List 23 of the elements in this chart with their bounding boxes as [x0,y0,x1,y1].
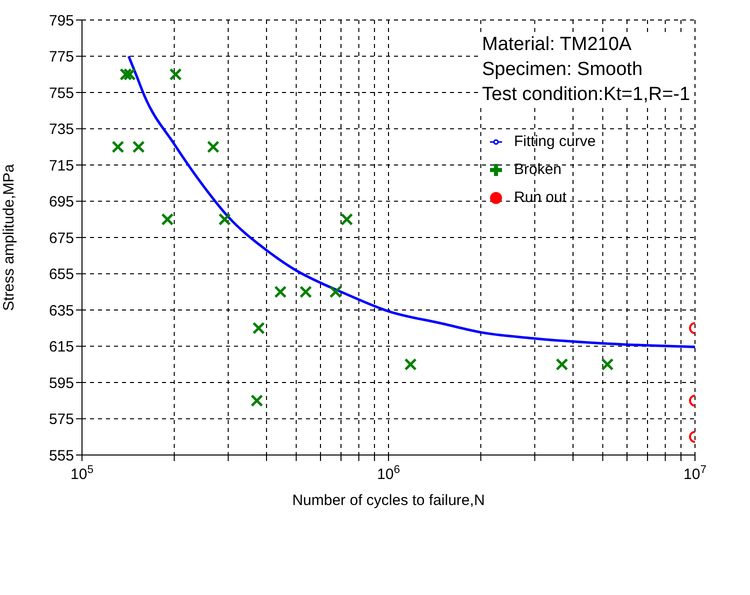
y-tick-label: 675 [48,230,74,247]
y-tick-label: 755 [48,84,74,102]
legend-label: Fitting curve [514,133,596,150]
y-tick-label: 695 [48,194,74,211]
y-tick-label: 655 [48,266,74,284]
y-axis-title: Stress amplitude,MPa [0,163,18,311]
y-tick-label: 555 [48,447,74,464]
x-tick-label: 10$^{6}$ [377,464,400,483]
y-tick-label: 715 [48,157,74,174]
y-tick-label: 575 [48,411,74,428]
annotation: Material: TM210A [482,33,633,57]
y-tick-label: 615 [48,338,74,356]
y-tick-label: 635 [48,302,74,320]
annotation: Specimen: Smooth [482,58,644,82]
x-axis-title: Number of cycles to failure,N [292,492,485,509]
y-tick-label: 775 [48,48,74,66]
legend-label: Broken [514,161,562,178]
y-tick-label: 795 [48,12,74,30]
x-tick-label: 10$^{5}$ [70,464,94,483]
y-tick-label: 735 [48,121,74,138]
y-tick-label: 595 [48,374,74,392]
x-tick-label: 10$^{7}$ [684,464,706,483]
annotation: Test condition:Kt=1,R=-1 [482,83,690,107]
